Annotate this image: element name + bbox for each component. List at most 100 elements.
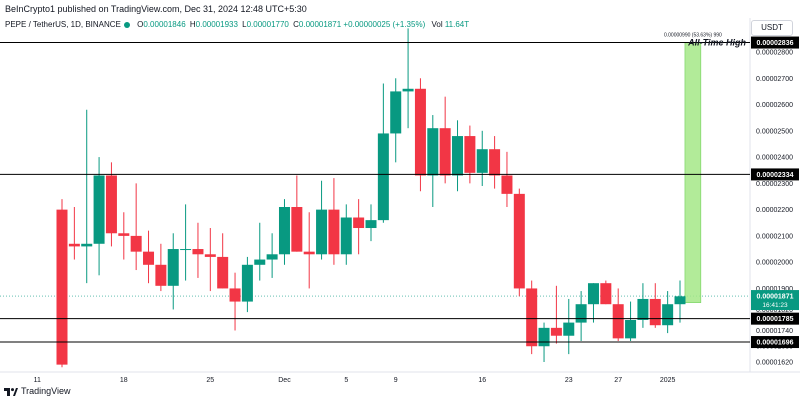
candle-body-up — [390, 91, 402, 134]
price-tick-label: 0.00001900 — [756, 286, 793, 293]
publisher-bar: BeInCrypto1 published on TradingView.com… — [0, 0, 800, 18]
level-price-label: 0.00002836 — [757, 40, 794, 47]
current-price-countdown: 16:41:23 — [762, 302, 788, 309]
candle-body-up — [93, 175, 105, 244]
level-price-label: 0.00001785 — [757, 316, 794, 323]
currency-button[interactable]: USDT — [751, 20, 793, 36]
level-price-tag — [751, 36, 799, 49]
price-tick-label: 0.00002300 — [756, 181, 793, 188]
close-key: C — [293, 20, 299, 29]
price-tick-label: 0.00001740 — [756, 328, 793, 335]
level-annotation: All-Time High — [687, 38, 746, 48]
candle-body-up — [427, 128, 439, 176]
current-price-label: 0.00001871 — [757, 294, 794, 301]
candle-body-down — [501, 175, 513, 194]
candle-body-up — [167, 249, 179, 286]
candle-body-down — [526, 288, 538, 347]
candle-body-down — [414, 88, 426, 176]
candle-body-down — [155, 264, 167, 286]
close-value: 0.00001871 — [298, 20, 342, 29]
price-tick-label: 0.00002400 — [756, 155, 793, 162]
candle-body-up — [674, 296, 686, 305]
candle-body-down — [68, 243, 80, 247]
candle-body-down — [229, 288, 241, 302]
level-price-tag — [751, 168, 799, 181]
time-tick-label: 16 — [478, 377, 486, 384]
published-text: BeInCrypto1 published on TradingView.com… — [5, 4, 307, 14]
volume-value: 11.64T — [444, 20, 470, 29]
level-price-tag — [751, 312, 799, 325]
candle-body-up — [278, 207, 290, 255]
candle-body-up — [476, 149, 488, 173]
candle-body-down — [513, 193, 525, 289]
price-tick-label: 0.00001820 — [756, 307, 793, 314]
candle-body-down — [649, 298, 661, 326]
candle-body-up — [316, 209, 328, 255]
volume-key: Vol — [431, 20, 443, 29]
candle-body-down — [105, 175, 117, 234]
level-price-tag — [751, 336, 799, 349]
candle-body-up — [180, 249, 192, 251]
candle-body-down — [291, 207, 303, 252]
change-value: +0.00000025 (+1.35%) — [343, 20, 426, 29]
candle-body-down — [143, 251, 155, 265]
time-tick-label: 5 — [344, 377, 348, 384]
candle-body-down — [303, 251, 315, 255]
ohlc-legend: PEPE / TetherUS, 1D, BINANCE O0.00001846… — [5, 18, 469, 32]
time-tick-label: 27 — [614, 377, 622, 384]
candle-body-down — [192, 249, 204, 255]
level-price-label: 0.00002334 — [757, 172, 794, 179]
candle-body-up — [266, 254, 278, 260]
price-tick-label: 0.00002200 — [756, 207, 793, 214]
price-tick-label: 0.00002500 — [756, 128, 793, 135]
candle-body-up — [81, 243, 93, 247]
candle-body-down — [550, 327, 562, 336]
price-tick-label: 0.00002100 — [756, 233, 793, 240]
candle-body-up — [254, 259, 266, 265]
candle-body-up — [340, 217, 352, 255]
candle-body-down — [439, 128, 451, 176]
time-tick-label: 18 — [120, 377, 128, 384]
candle-body-up — [241, 264, 253, 302]
price-tick-label: 0.00002000 — [756, 260, 793, 267]
candle-body-up — [662, 304, 674, 326]
candle-body-up — [637, 298, 649, 320]
candle-body-down — [612, 304, 624, 339]
candle-body-down — [328, 209, 340, 255]
candle-body-up — [402, 88, 414, 92]
candle-body-up — [452, 136, 464, 176]
price-tick-label: 0.00002700 — [756, 76, 793, 83]
candle-body-down — [204, 254, 216, 257]
candle-body-down — [353, 217, 365, 229]
candle-body-down — [600, 283, 612, 305]
candle-body-up — [575, 304, 587, 323]
candle-body-up — [377, 133, 389, 221]
candle-body-down — [130, 235, 142, 252]
target-measure-box — [684, 42, 702, 303]
high-value: 0.00001933 — [195, 20, 238, 29]
candle-body-down — [217, 256, 229, 289]
time-tick-label: 11 — [34, 377, 41, 384]
candle-body-up — [365, 220, 377, 229]
time-tick-label: 9 — [394, 377, 398, 384]
time-tick-label: Dec — [278, 377, 291, 384]
candle-body-down — [464, 136, 476, 173]
level-price-label: 0.00001696 — [757, 340, 794, 347]
candle-body-up — [563, 322, 575, 336]
footer-brand: TradingView — [4, 385, 71, 397]
symbol-label[interactable]: PEPE / TetherUS, 1D, BINANCE — [5, 20, 121, 29]
target-measure-label: 0.00000990 (53.63%) 990 — [664, 33, 722, 39]
time-tick-label: 25 — [206, 377, 214, 384]
candle-body-down — [56, 209, 68, 365]
price-tick-label: 0.00002800 — [756, 50, 793, 57]
time-tick-label: 2025 — [660, 377, 676, 384]
candle-body-down — [489, 149, 501, 176]
footer-brand-text: TradingView — [21, 386, 71, 396]
candle-body-up — [538, 327, 550, 347]
candle-body-down — [118, 233, 130, 236]
candle-body-up — [587, 283, 599, 305]
status-dot-icon — [123, 21, 130, 28]
open-key: O — [137, 20, 144, 29]
time-tick-label: 23 — [565, 377, 573, 384]
